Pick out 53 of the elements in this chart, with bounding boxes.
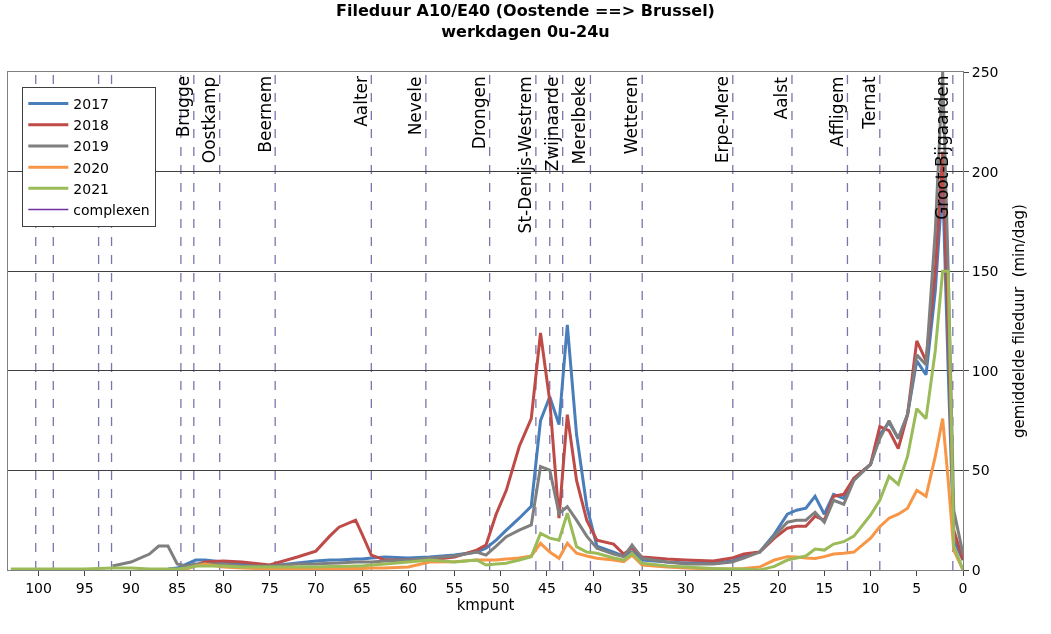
x-tick-label: 40 bbox=[584, 579, 603, 596]
line-series bbox=[9, 269, 963, 570]
x-tick-label: 55 bbox=[445, 579, 464, 596]
ref-line-label: Brugge bbox=[173, 75, 194, 138]
x-tick-label: 95 bbox=[75, 579, 94, 596]
legend-label: complexen bbox=[73, 202, 150, 218]
x-tick-label: 70 bbox=[306, 579, 325, 596]
legend-label: 2017 bbox=[73, 96, 109, 112]
x-tick-label: 10 bbox=[861, 579, 880, 596]
x-tick-label: 80 bbox=[214, 579, 233, 596]
x-tick-label: 45 bbox=[538, 579, 556, 596]
x-tick-label: 35 bbox=[630, 579, 649, 596]
x-tick-label: 15 bbox=[815, 579, 834, 596]
legend-label: 2019 bbox=[73, 138, 109, 155]
y-tick-label: 200 bbox=[971, 163, 999, 180]
x-tick-label: 75 bbox=[260, 579, 279, 596]
x-tick-label: 85 bbox=[168, 579, 187, 596]
ref-line-label: Ternat bbox=[858, 75, 879, 130]
ref-line-label: Groot-Bijgaarden bbox=[931, 75, 952, 220]
ref-line-label: Nevele bbox=[405, 76, 426, 136]
x-tick-label: 0 bbox=[958, 579, 968, 596]
legend-label: 2020 bbox=[73, 159, 109, 176]
x-axis-title: kmpunt bbox=[456, 595, 515, 614]
ref-line-label: Affligem bbox=[826, 76, 847, 147]
x-tick-label: 5 bbox=[912, 579, 922, 596]
y-tick-label: 150 bbox=[971, 263, 999, 280]
ref-line-label: Erpe-Mere bbox=[712, 75, 733, 164]
x-tick-label: 100 bbox=[25, 579, 52, 596]
y-tick-label: 50 bbox=[971, 462, 990, 479]
x-tick-label: 30 bbox=[676, 579, 695, 596]
x-tick-label: 60 bbox=[399, 579, 418, 596]
y-tick-label: 250 bbox=[971, 63, 999, 80]
x-tick-label: 50 bbox=[491, 579, 510, 596]
ref-line-label: Wetteren bbox=[621, 76, 642, 155]
ref-line-label: St-Denijs-Westrem bbox=[515, 76, 536, 234]
ref-line-label: Merelbeke bbox=[569, 76, 590, 165]
legend-label: 2018 bbox=[73, 117, 109, 134]
ref-line-label: Zwijnaarde bbox=[542, 76, 563, 172]
ref-line-label: Beernem bbox=[254, 75, 275, 153]
ref-line-label: Aalter bbox=[350, 75, 371, 127]
ref-line-label: Aalst bbox=[771, 76, 792, 120]
x-tick-label: 90 bbox=[122, 579, 140, 596]
y-tick-label: 100 bbox=[971, 362, 999, 379]
x-tick-label: 25 bbox=[722, 579, 741, 596]
ref-line-label: Oostkamp bbox=[199, 76, 220, 164]
x-tick-label: 65 bbox=[353, 579, 371, 596]
x-tick-label: 20 bbox=[769, 579, 788, 596]
legend-label: 2021 bbox=[73, 180, 109, 197]
y-tick-label: 0 bbox=[971, 561, 981, 578]
chart-subtitle: werkdagen 0u-24u bbox=[441, 21, 610, 41]
chart-title: Fileduur A10/E40 (Oostende ==> Brussel) bbox=[336, 0, 715, 20]
ref-line-label: Drongen bbox=[469, 76, 490, 150]
y-axis-title: gemiddelde fileduur (min/dag) bbox=[1009, 204, 1028, 438]
